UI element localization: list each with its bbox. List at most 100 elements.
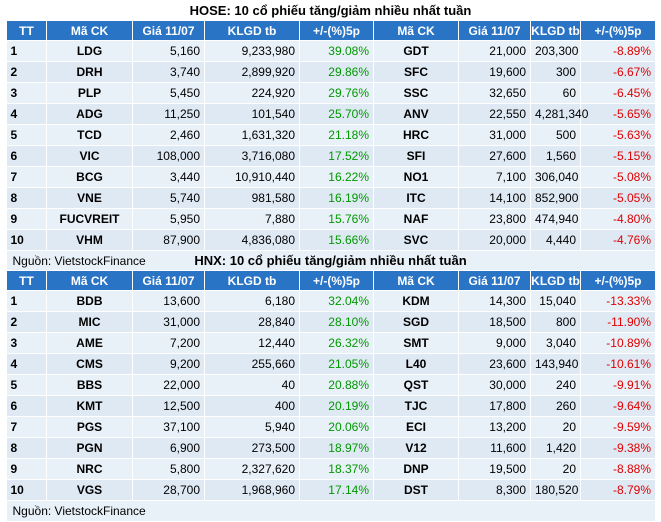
table-row: 10 VGS 28,700 1,968,960 17.14% DST 8,300 180,52… [6,479,656,501]
loser-volume: 1,420 [530,437,581,459]
gainer-volume: 28,840 [204,311,300,333]
gainer-code: VGS [46,479,133,501]
loser-change: -9.91% [580,374,656,396]
header-volume: KLGD tb [204,20,300,41]
table-header-row: TT Mã CK Giá 11/07 KLGD tb +/-(%)5p Mã CK Giá … [6,270,656,291]
header-tt: TT [6,20,47,41]
table-row: 2 DRH 3,740 2,899,920 29.86% SFC 19,600 300 -6.6… [6,61,656,83]
loser-price: 32,650 [458,82,531,104]
loser-volume: 240 [530,374,581,396]
gainer-change: 20.06% [299,416,374,438]
loser-price: 9,000 [458,332,531,354]
gainer-price: 11,250 [132,103,205,125]
gainer-volume: 255,660 [204,353,300,375]
header-volume: KLGD tb [530,270,581,291]
loser-volume: 306,040 [530,166,581,188]
gainer-price: 37,100 [132,416,205,438]
gainer-price: 108,000 [132,145,205,167]
loser-code: L40 [373,353,459,375]
row-index: 3 [6,332,47,354]
header-price: Giá 11/07 [458,270,531,291]
table-row: 7 PGS 37,100 5,940 20.06% ECI 13,200 20 -9.59% [6,416,656,438]
loser-code: SFC [373,61,459,83]
loser-change: -8.79% [580,479,656,501]
row-index: 2 [6,61,47,83]
gainer-change: 21.05% [299,353,374,375]
table-row: 6 VIC 108,000 3,716,080 17.52% SFI 27,600 1,560… [6,145,656,167]
header-volume: KLGD tb [204,270,300,291]
row-index: 4 [6,103,47,125]
loser-change: -8.88% [580,458,656,480]
table-row: 1 BDB 13,600 6,180 32.04% KDM 14,300 15,040 -13.… [6,290,656,312]
row-index: 8 [6,437,47,459]
gainer-volume: 981,580 [204,187,300,209]
loser-price: 19,600 [458,61,531,83]
header-volume: KLGD tb [530,20,581,41]
loser-price: 21,000 [458,40,531,62]
gainer-price: 12,500 [132,395,205,417]
loser-change: -5.63% [580,124,656,146]
loser-change: -9.59% [580,416,656,438]
table-row: 9 NRC 5,800 2,327,620 18.37% DNP 19,500 20 -8.88… [6,458,656,480]
gainer-volume: 40 [204,374,300,396]
table-row: 3 PLP 5,450 224,920 29.76% SSC 32,650 60 -6.45% [6,82,656,104]
header-code: Mã CK [373,20,459,41]
row-index: 2 [6,311,47,333]
gainer-price: 28,700 [132,479,205,501]
loser-change: -6.45% [580,82,656,104]
header-price: Giá 11/07 [132,270,205,291]
gainer-change: 18.37% [299,458,374,480]
gainer-code: VIC [46,145,133,167]
gainer-code: FUCVREIT [46,208,133,230]
table-row: 2 MIC 31,000 28,840 28.10% SGD 18,500 800 -11.90… [6,311,656,333]
loser-volume: 260 [530,395,581,417]
gainer-code: PGN [46,437,133,459]
loser-change: -10.61% [580,353,656,375]
gainer-price: 22,000 [132,374,205,396]
row-index: 1 [6,290,47,312]
row-index: 7 [6,416,47,438]
row-index: 10 [6,229,47,251]
gainer-code: PLP [46,82,133,104]
loser-price: 23,600 [458,353,531,375]
table-row: 8 VNE 5,740 981,580 16.19% ITC 14,100 852,900 -5… [6,187,656,209]
gainer-change: 15.76% [299,208,374,230]
loser-volume: 4,281,340 [530,103,588,125]
loser-volume: 203,300 [530,40,581,62]
loser-code: DNP [373,458,459,480]
gainer-code: NRC [46,458,133,480]
loser-code: V12 [373,437,459,459]
gainer-volume: 7,880 [204,208,300,230]
gainer-change: 16.19% [299,187,374,209]
gainer-change: 21.18% [299,124,374,146]
header-price: Giá 11/07 [132,20,205,41]
gainer-code: BBS [46,374,133,396]
gainer-change: 17.52% [299,145,374,167]
loser-change: -5.15% [580,145,656,167]
loser-change: -6.67% [580,61,656,83]
loser-change: -4.76% [580,229,656,251]
loser-volume: 20 [530,458,581,480]
gainer-price: 9,200 [132,353,205,375]
loser-code: GDT [373,40,459,62]
source-row: Nguồn: VietstockFinance [6,500,656,522]
loser-price: 17,800 [458,395,531,417]
row-index: 3 [6,82,47,104]
loser-volume: 4,440 [530,229,581,251]
loser-price: 22,550 [458,103,531,125]
gainer-volume: 1,631,320 [204,124,300,146]
gainer-volume: 6,180 [204,290,300,312]
gainer-code: VNE [46,187,133,209]
header-code: Mã CK [46,20,133,41]
gainer-code: BDB [46,290,133,312]
loser-code: SGD [373,311,459,333]
loser-code: DST [373,479,459,501]
table-row: 7 BCG 3,440 10,910,440 16.22% NO1 7,100 306,040… [6,166,656,188]
gainer-change: 28.10% [299,311,374,333]
loser-price: 31,000 [458,124,531,146]
hnx-table: TT Mã CK Giá 11/07 KLGD tb +/-(%)5p Mã CK Giá … [6,270,656,522]
row-index: 5 [6,124,47,146]
gainer-volume: 2,327,620 [204,458,300,480]
table-row: 1 LDG 5,160 9,233,980 39.08% GDT 21,000 203,300… [6,40,656,62]
table-row: 5 BBS 22,000 40 20.88% QST 30,000 240 -9.91% [6,374,656,396]
